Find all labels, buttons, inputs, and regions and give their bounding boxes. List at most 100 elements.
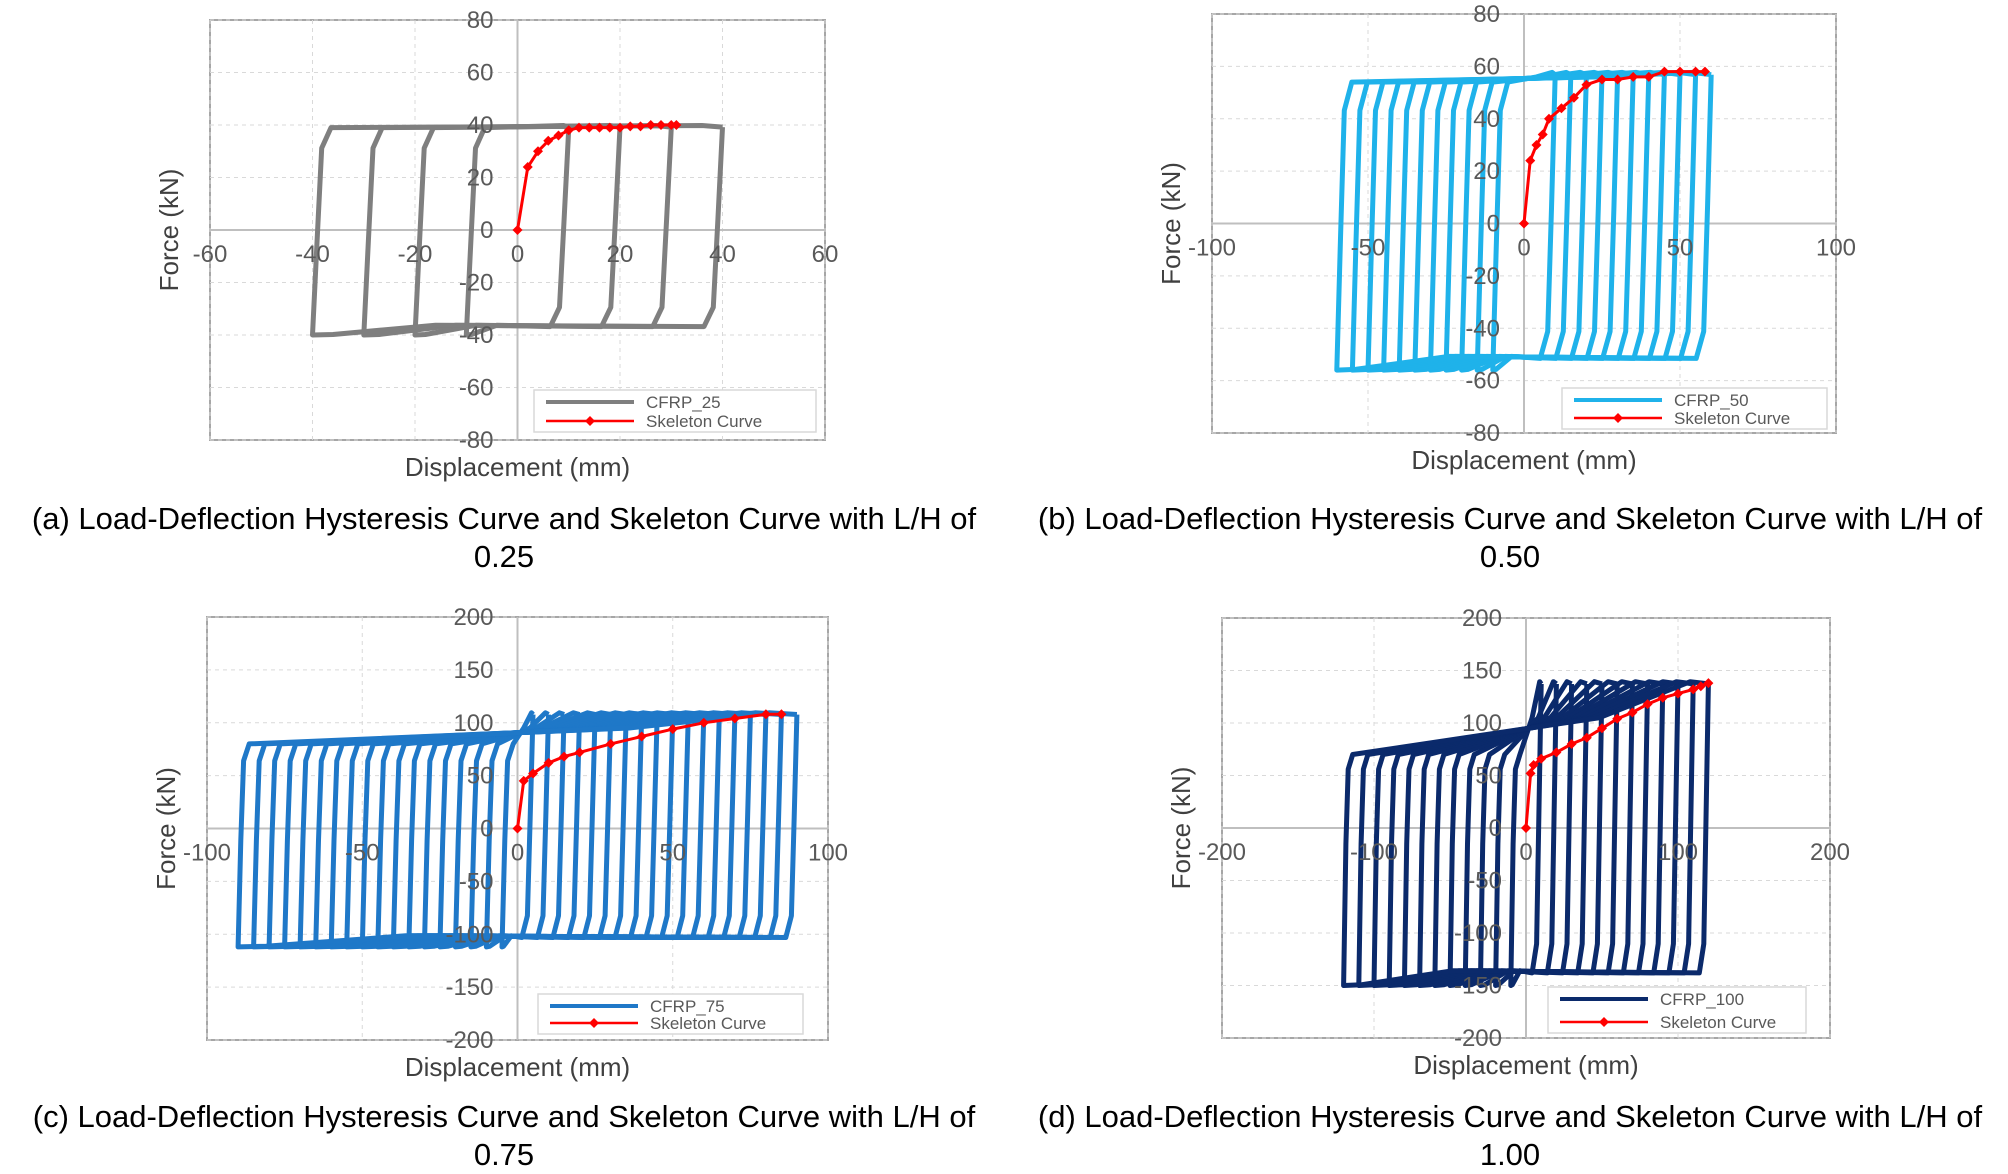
x-tick-label: -60: [193, 241, 228, 268]
skeleton-point: [1675, 66, 1685, 77]
x-axis-title: Displacement (mm): [1411, 445, 1636, 475]
caption-c: (c) Load-Deflection Hysteresis Curve and…: [32, 1099, 976, 1172]
skeleton-point: [604, 122, 615, 133]
skeleton-point: [1519, 218, 1529, 229]
skeleton-point: [574, 122, 584, 133]
skeleton-point: [1688, 684, 1699, 695]
skeleton-point: [671, 120, 682, 130]
skeleton-series: [1521, 678, 1714, 833]
skeleton-line: [1524, 681, 1709, 829]
x-tick-label: -100: [183, 840, 231, 867]
y-tick-label: 0: [1489, 815, 1502, 842]
x-tick-label: 40: [709, 241, 736, 268]
legend-box: [1561, 387, 1828, 430]
legend-label-skeleton: Skeleton Curve: [1660, 1013, 1776, 1032]
caption-a: (a) Load-Deflection Hysteresis Curve and…: [31, 501, 977, 574]
skeleton-point: [1695, 681, 1706, 692]
skeleton-point: [512, 823, 523, 834]
x-tick-label: -200: [1198, 839, 1246, 866]
skeleton-point: [656, 120, 666, 130]
skeleton-point: [522, 162, 533, 172]
hysteresis-loop: [1341, 679, 1711, 988]
skeleton-point: [1597, 74, 1607, 85]
y-axis-title: Force (kN): [151, 767, 181, 890]
skeleton-point: [1643, 71, 1654, 82]
skeleton-point: [1690, 66, 1701, 77]
skeleton-point: [776, 709, 787, 720]
y-tick-label: -20: [459, 270, 494, 297]
y-tick-label: -40: [459, 322, 494, 349]
y-tick-label: 100: [453, 710, 493, 737]
skeleton-point: [666, 120, 677, 130]
y-tick-label: 0: [480, 217, 493, 244]
skeleton-point: [625, 121, 636, 132]
skeleton-point: [1551, 747, 1562, 758]
x-tick-label: -40: [295, 241, 330, 268]
x-tick-label: 50: [1667, 235, 1694, 262]
x-tick-label: 200: [1810, 839, 1850, 866]
legend-label-hysteresis: CFRP_75: [650, 997, 725, 1016]
x-tick-label: 20: [607, 241, 634, 268]
skeleton-line: [1522, 70, 1705, 224]
chart-panel-3: -200 -150 -100 -50 0 50 100 150 200 -100 -50 0 50 100…: [151, 604, 848, 1082]
hysteresis-loop: [499, 710, 536, 950]
skeleton-point: [1528, 760, 1539, 770]
y-tick-label: 60: [1473, 53, 1500, 80]
skeleton-point: [1556, 103, 1567, 114]
skeleton-point: [553, 130, 564, 141]
y-tick-label: 40: [1473, 106, 1500, 133]
legend-marker-skeleton: [1613, 413, 1623, 423]
legend-label-skeleton: Skeleton Curve: [646, 412, 762, 431]
y-tick-label: 0: [1487, 211, 1500, 238]
skeleton-point: [1543, 113, 1554, 124]
skeleton-point: [1568, 92, 1579, 103]
skeleton-series: [512, 709, 787, 834]
skeleton-point: [1536, 753, 1547, 764]
x-tick-label: 0: [1517, 235, 1530, 262]
x-axis-title: Displacement (mm): [1413, 1050, 1638, 1080]
y-tick-label: 100: [1462, 710, 1502, 737]
skeleton-point: [1659, 66, 1670, 77]
skeleton-point: [563, 125, 574, 136]
skeleton-point: [1537, 129, 1548, 140]
legend-label-skeleton: Skeleton Curve: [650, 1014, 766, 1033]
skeleton-point: [636, 731, 647, 742]
skeleton-point: [1612, 74, 1623, 85]
skeleton-point: [1525, 155, 1536, 166]
legend-box: [1547, 986, 1807, 1034]
skeleton-point: [1703, 678, 1714, 689]
x-tick-label: 50: [659, 840, 686, 867]
skeleton-point: [760, 709, 771, 720]
skeleton-point: [1581, 732, 1592, 743]
y-tick-label: -150: [1454, 973, 1502, 1000]
hysteresis-series: [1341, 679, 1711, 988]
y-tick-label: -60: [1465, 368, 1500, 395]
y-tick-label: -100: [445, 921, 493, 948]
skeleton-point: [1612, 713, 1623, 724]
caption-b: (b) Load-Deflection Hysteresis Curve and…: [1037, 501, 1983, 574]
skeleton-point: [605, 738, 616, 749]
hysteresis-loop: [1508, 679, 1544, 988]
y-tick-label: 80: [1473, 1, 1500, 28]
skeleton-point: [1525, 768, 1536, 779]
skeleton-point: [729, 713, 740, 724]
skeleton-point: [1657, 692, 1668, 703]
legend-label-hysteresis: CFRP_100: [1660, 990, 1744, 1009]
x-tick-label: 0: [511, 840, 524, 867]
y-tick-label: 150: [453, 657, 493, 684]
y-tick-label: 20: [467, 165, 494, 192]
caption-d: (d) Load-Deflection Hysteresis Curve and…: [1037, 1099, 1983, 1172]
x-tick-label: -50: [345, 840, 380, 867]
x-tick-label: -100: [1188, 235, 1236, 262]
skeleton-point: [533, 146, 543, 157]
y-tick-label: -80: [1465, 420, 1500, 447]
skeleton-point: [698, 717, 709, 728]
y-tick-label: -200: [445, 1027, 493, 1054]
x-tick-label: 0: [1519, 839, 1532, 866]
skeleton-point: [1566, 739, 1577, 749]
skeleton-point: [559, 751, 570, 762]
hysteresis-loop: [1334, 69, 1714, 373]
y-tick-label: 40: [467, 112, 494, 139]
